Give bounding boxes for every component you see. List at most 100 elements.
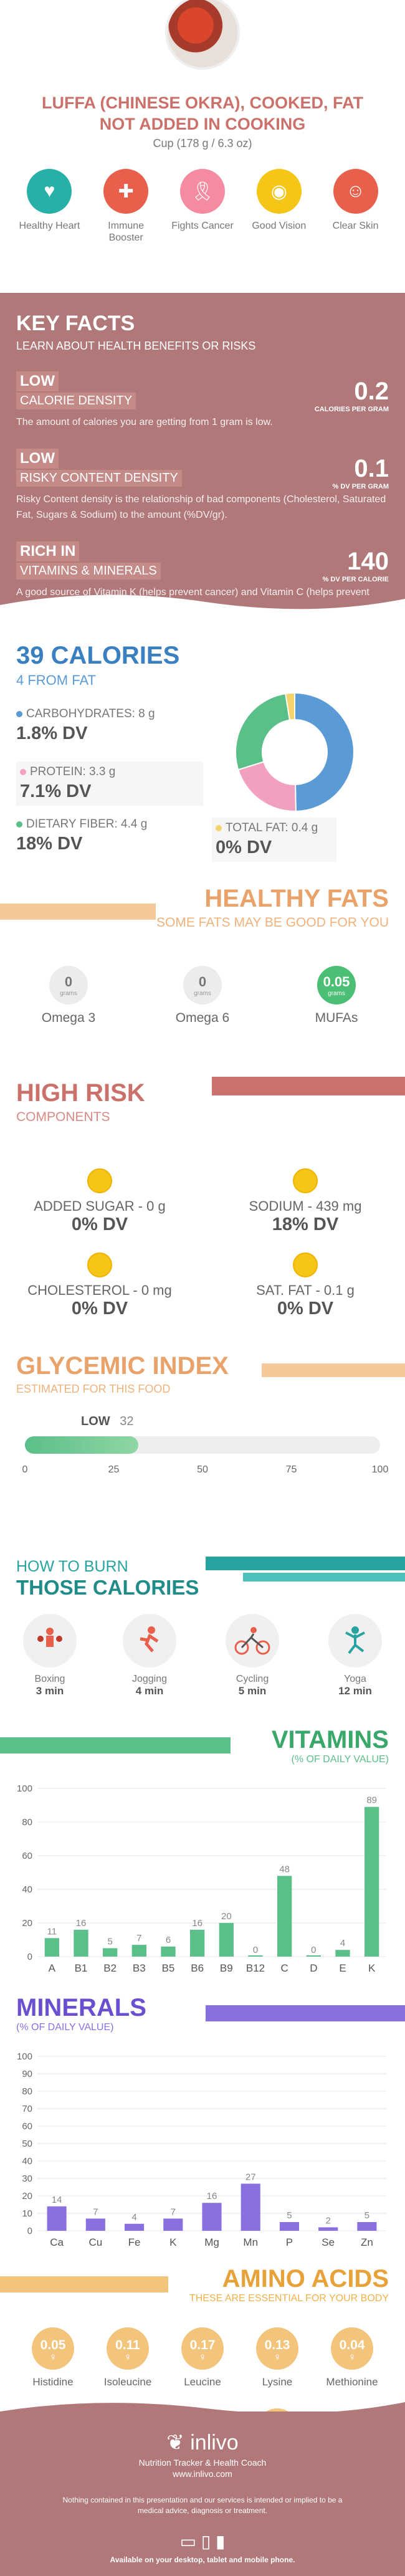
glycemic-ticks: 0 25 50 75 100 bbox=[22, 1464, 389, 1477]
heart-icon: ♥ bbox=[27, 169, 72, 214]
benefits-row: ♥ Healthy Heart ✚ Immune Booster 🎗 Fight… bbox=[0, 169, 405, 244]
fact-calorie-density: LOW CALORIE DENSITY 0.2 CALORIES PER GRAM… bbox=[16, 371, 389, 430]
y-tick-label: 20 bbox=[22, 1918, 32, 1929]
high-risk-subtitle: COMPONENTS bbox=[16, 1110, 110, 1124]
jogging-icon bbox=[123, 1614, 176, 1667]
amino-isoleucine: 0.11 g Isoleucine bbox=[87, 2327, 168, 2388]
benefit-label: Immune Booster bbox=[108, 221, 145, 243]
x-tick-label: D bbox=[310, 1962, 317, 1974]
bar bbox=[125, 2223, 145, 2231]
fact-unit: CALORIES PER GRAM bbox=[314, 406, 389, 413]
y-tick-label: 100 bbox=[17, 1783, 32, 1794]
x-tick-label: Ca bbox=[50, 2236, 64, 2248]
nutrient-total-fat: TOTAL FAT: 0.4 g 0% DV bbox=[212, 818, 336, 862]
devices-icon: ▭ ▯ ▮ bbox=[179, 2532, 226, 2551]
donut-slice bbox=[237, 761, 297, 811]
y-tick-label: 40 bbox=[22, 2156, 32, 2167]
vitamins-section: VITAMINS (% OF DAILY VALUE) 0 20 40 60 80 100… bbox=[0, 1726, 405, 1994]
fact-name: CALORIE DENSITY bbox=[16, 393, 136, 409]
bar-value-label: 5 bbox=[287, 2210, 292, 2221]
risk-label: SAT. FAT - 0.1 g bbox=[256, 1282, 355, 1298]
risk-dv: 0% DV bbox=[277, 1299, 334, 1319]
bar bbox=[306, 1955, 321, 1957]
smile-icon bbox=[293, 1168, 318, 1193]
fat-value: 0 bbox=[64, 973, 73, 990]
leaf-icon: ❦ bbox=[166, 2431, 184, 2454]
amino-unit: g bbox=[275, 2352, 279, 2360]
burn-title-1: HOW TO BURN bbox=[16, 1558, 128, 1575]
bar-value-label: 6 bbox=[166, 1935, 171, 1945]
smile-icon bbox=[87, 1168, 112, 1193]
benefit-immune-booster: ✚ Immune Booster bbox=[95, 169, 157, 244]
fact-level: LOW bbox=[16, 449, 59, 469]
high-risk-section: HIGH RISK COMPONENTS ADDED SUGAR - 0 g 0%… bbox=[0, 1072, 405, 1346]
key-facts-section: KEY FACTS LEARN ABOUT HEALTH BENEFITS OR… bbox=[0, 293, 405, 618]
x-tick-label: A bbox=[49, 1962, 56, 1974]
bar-value-label: 7 bbox=[171, 2206, 176, 2217]
key-facts-subtitle: LEARN ABOUT HEALTH BENEFITS OR RISKS bbox=[16, 340, 256, 352]
bar bbox=[103, 1948, 118, 1957]
x-tick-label: B12 bbox=[246, 1962, 265, 1974]
accent-stripe bbox=[206, 2005, 405, 2021]
glycemic-fill bbox=[25, 1436, 139, 1454]
bar-value-label: 7 bbox=[136, 1933, 141, 1944]
bar-value-label: 89 bbox=[366, 1795, 377, 1806]
nutrient-dv: 0% DV bbox=[216, 837, 272, 857]
bar-value-label: 4 bbox=[131, 2212, 136, 2223]
y-tick-label: 60 bbox=[22, 1851, 32, 1861]
fat-label: Omega 6 bbox=[175, 1011, 230, 1025]
fat-value: 0.05 bbox=[323, 973, 350, 990]
nutrient-dv: 1.8% DV bbox=[16, 723, 88, 743]
bar-value-label: 48 bbox=[279, 1864, 290, 1874]
activity-name: Jogging bbox=[131, 1674, 168, 1684]
x-tick-label: Se bbox=[322, 2236, 335, 2248]
legend-dot bbox=[16, 821, 22, 828]
footer-url[interactable]: www.inlivo.com bbox=[173, 2469, 232, 2479]
accent-stripe bbox=[206, 1557, 405, 1581]
benefit-label: Good Vision bbox=[252, 221, 307, 231]
cycling-icon bbox=[226, 1614, 279, 1667]
fat-label: MUFAs bbox=[315, 1011, 358, 1025]
y-tick-label: 40 bbox=[22, 1884, 32, 1895]
minerals-bar-chart: 0 10 20 30 40 50 60 70 80 90 100 14 Ca 7 Cu 4 Fe 7 K 16 Mg 27… bbox=[17, 2051, 386, 2248]
burn-calories-section: HOW TO BURN THOSE CALORIES Boxing 3 min J… bbox=[0, 1552, 405, 1726]
food-title: LUFFA (CHINESE OKRA), COOKED, FAT NOT AD… bbox=[42, 93, 363, 133]
nutrient-carbohydrates: CARBOHYDRATES: 8 g 1.8% DV bbox=[16, 707, 155, 744]
y-tick-label: 70 bbox=[22, 2104, 32, 2114]
boxing-icon bbox=[23, 1614, 77, 1667]
smile-icon bbox=[87, 1252, 112, 1277]
fact-description: Risky Content density is the relationshi… bbox=[16, 494, 386, 520]
tick-label: 0 bbox=[22, 1464, 28, 1475]
x-tick-label: Mn bbox=[243, 2236, 258, 2248]
amino-label: Histidine bbox=[32, 2376, 74, 2388]
amino-value: 0.11 bbox=[115, 2337, 140, 2352]
benefit-good-vision: ◉ Good Vision bbox=[248, 169, 310, 244]
bar-value-label: 5 bbox=[107, 1937, 112, 1947]
x-tick-label: B2 bbox=[103, 1962, 117, 1974]
activity-boxing: Boxing 3 min bbox=[12, 1614, 87, 1697]
activity-cycling: Cycling 5 min bbox=[215, 1614, 290, 1697]
amino-unit: g bbox=[51, 2352, 55, 2360]
y-tick-label: 0 bbox=[27, 2226, 32, 2236]
ribbon-icon: 🎗 bbox=[179, 169, 225, 214]
vitamins-bar-chart: 02040608010011A16B15B27B36B516B620B90B12… bbox=[17, 1783, 386, 1974]
bar bbox=[161, 1946, 176, 1957]
y-tick-label: 80 bbox=[22, 1817, 32, 1828]
tick-label: 75 bbox=[285, 1464, 297, 1475]
yoga-icon bbox=[328, 1614, 382, 1667]
bar-value-label: 5 bbox=[364, 2210, 369, 2221]
minerals-subtitle: (% OF DAILY VALUE) bbox=[16, 2022, 114, 2033]
calories-subtitle: 4 FROM FAT bbox=[16, 672, 96, 688]
nutrient-label: DIETARY FIBER: 4.4 g bbox=[26, 818, 148, 831]
risk-sat-fat: SAT. FAT - 0.1 g 0% DV bbox=[231, 1252, 380, 1319]
brand-name: inlivo bbox=[190, 2431, 239, 2454]
x-tick-label: B9 bbox=[220, 1962, 233, 1974]
fact-unit: % DV PER GRAM bbox=[332, 483, 389, 490]
x-tick-label: P bbox=[286, 2236, 293, 2248]
benefit-fights-cancer: 🎗 Fights Cancer bbox=[171, 169, 234, 244]
activity-yoga: Yoga 12 min bbox=[318, 1614, 393, 1697]
bar-value-label: 2 bbox=[325, 2215, 330, 2226]
x-tick-label: B1 bbox=[75, 1962, 88, 1974]
benefit-label: Fights Cancer bbox=[171, 221, 234, 231]
